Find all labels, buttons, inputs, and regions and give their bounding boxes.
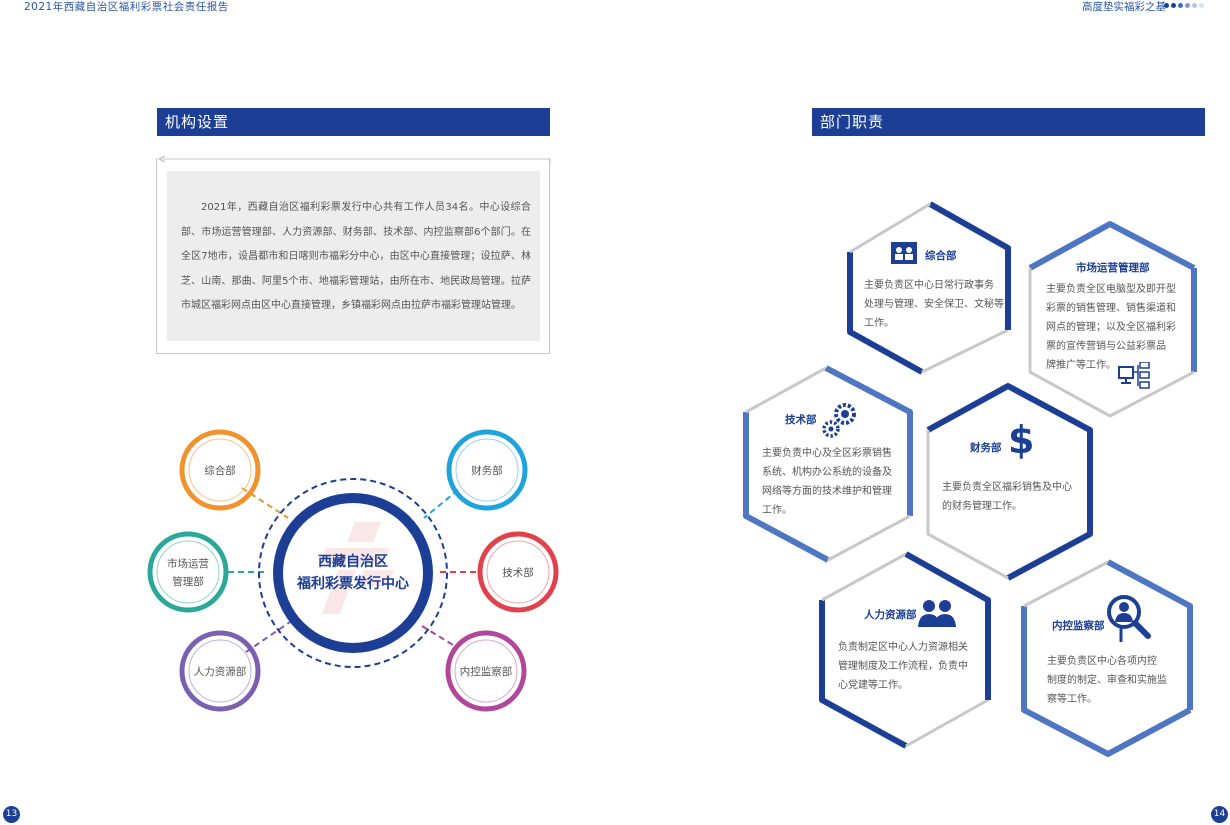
connector-renli: [245, 621, 291, 653]
hexagon-grid: [743, 201, 1197, 757]
meeting-icon: [891, 242, 917, 264]
connector-caiwu: [423, 489, 459, 519]
org-chart: 西藏自治区 福利彩票发行中心 综合部 市场运营 管理部 人力资源部 财务部 技术…: [147, 429, 559, 712]
dept-caiwu: 财务部: [446, 429, 528, 511]
people-icon: [918, 600, 956, 627]
duty-title-jishu: 技术部: [785, 414, 817, 426]
dept-shichang: 市场运营 管理部: [147, 531, 229, 613]
svg-text:内控监察部: 内控监察部: [460, 665, 513, 678]
duty-desc-renli: 负责制定区中心人力资源相关 管理制度及工作流程，负责中 心党建等工作。: [838, 642, 968, 691]
gears-icon: [822, 403, 856, 438]
connector-zonghe: [241, 487, 289, 519]
duty-title-caiwu: 财务部: [970, 442, 1002, 454]
duty-title-neikong: 内控监察部: [1052, 620, 1105, 632]
progress-dot: [1199, 3, 1204, 8]
svg-text:人力资源部: 人力资源部: [194, 665, 247, 678]
duty-title-shichang: 市场运营管理部: [1076, 262, 1150, 274]
progress-dot: [1178, 3, 1183, 8]
center-dashed-ring: [258, 478, 448, 668]
progress-dots: [1164, 3, 1204, 9]
dept-zonghe: 综合部: [179, 429, 261, 511]
network-icon: [1118, 362, 1150, 389]
dept-neikong: 内控监察部: [445, 630, 527, 712]
duty-desc-jishu: 主要负责中心及全区彩票销售 系统、机构办公系统的设备及 网络等方面的技术维护和管理工…: [762, 448, 892, 516]
center-label-line2: 福利彩票发行中心: [296, 575, 409, 592]
connector-neikong: [421, 625, 459, 649]
duty-title-renli: 人力资源部: [864, 609, 917, 621]
hex-neikong: [1021, 559, 1193, 757]
progress-dot: [1192, 3, 1197, 8]
center-label-line1: 西藏自治区: [318, 553, 388, 570]
progress-dot: [1164, 3, 1169, 8]
section-title-duties: 部门职责: [812, 108, 1205, 136]
duty-desc-zonghe: 主要负责区中心日常行政事务 处理与管理、安全保卫、文秘等 工作。: [864, 280, 1004, 329]
magnifier-person-icon: [1107, 595, 1151, 642]
intro-panel: [167, 171, 540, 341]
duty-desc-caiwu: 主要负责全区福彩销售及中心 的财务管理工作。: [942, 482, 1072, 512]
hex-shichang: [1028, 221, 1197, 418]
report-title: 2021年西藏自治区福利彩票社会责任报告: [24, 1, 229, 13]
dept-jishu: 技术部: [477, 531, 559, 613]
hex-caiwu: [926, 383, 1093, 581]
intro-frame: [156, 158, 550, 354]
progress-dot: [1185, 3, 1190, 8]
page-number-left: 13: [3, 806, 20, 823]
center-inner: [283, 503, 423, 643]
svg-text:综合部: 综合部: [204, 464, 236, 477]
progress-dot: [1171, 3, 1176, 8]
svg-text:财务部: 财务部: [471, 464, 503, 477]
intro-frame-arrow: [157, 155, 551, 166]
hex-jishu: [743, 365, 913, 563]
svg-text:市场运营: 市场运营: [167, 557, 209, 570]
hex-renli: [819, 551, 991, 749]
intro-paragraph: 2021年，西藏自治区福利彩票发行中心共有工作人员34名。中心设综合部、市场运营…: [181, 202, 531, 311]
svg-text:技术部: 技术部: [502, 566, 534, 579]
hex-zonghe: [847, 201, 1011, 375]
svg-text:管理部: 管理部: [172, 575, 204, 588]
duty-title-zonghe: 综合部: [925, 250, 957, 262]
lottery-logo-watermark: [319, 522, 394, 614]
chapter-title: 高度垫实福彩之基: [1082, 1, 1166, 13]
dollar-icon: $: [1008, 418, 1035, 462]
dept-renli: 人力资源部: [179, 630, 261, 712]
section-title-org: 机构设置: [157, 108, 550, 136]
page-number-right: 14: [1211, 806, 1228, 823]
duty-desc-neikong: 主要负责区中心各项内控 制度的制定、审查和实施监 察等工作。: [1047, 656, 1167, 705]
duty-desc-shichang: 主要负责全区电脑型及即开型 彩票的销售管理、销售渠道和 网点的管理；以及全区福利彩票…: [1046, 284, 1176, 371]
